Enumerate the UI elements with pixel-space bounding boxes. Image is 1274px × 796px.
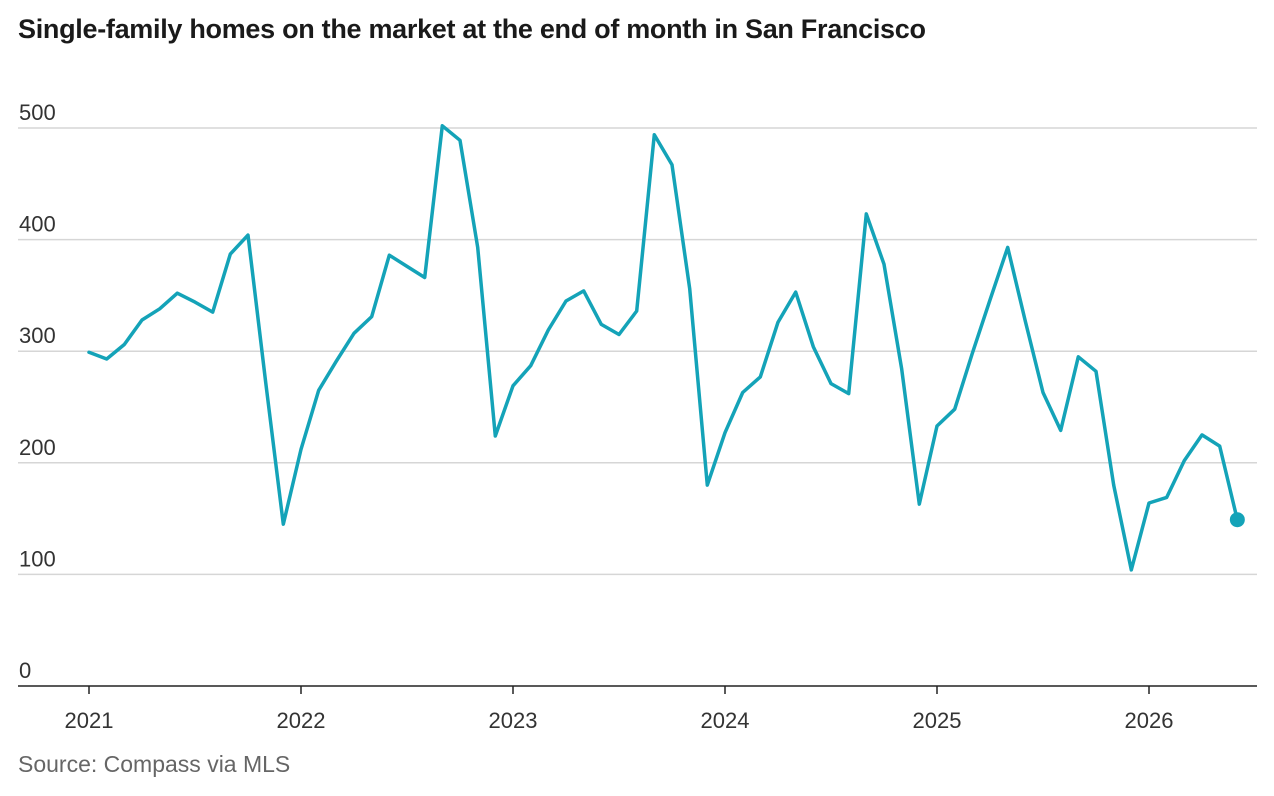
series-line (87, 124, 1240, 572)
x-axis: 2021 2022 2023 2024 2025 2026 (18, 685, 1257, 733)
y-tick-label: 200 (19, 435, 56, 460)
x-tick-label: 2021 (65, 708, 114, 733)
x-tick-label: 2022 (277, 708, 326, 733)
x-tick-label: 2025 (913, 708, 962, 733)
plot-area (87, 124, 1245, 572)
last-point-marker (1229, 512, 1245, 528)
x-tick-label: 2026 (1125, 708, 1174, 733)
y-tick-label: 100 (19, 546, 56, 571)
y-tick-label: 400 (19, 212, 56, 237)
x-tick-label: 2024 (701, 708, 750, 733)
x-tick-label: 2023 (489, 708, 538, 733)
y-tick-label: 500 (19, 100, 56, 125)
y-tick-label: 300 (19, 323, 56, 348)
y-axis-tick-labels: 0 100 200 300 400 500 (19, 100, 56, 683)
y-tick-label: 0 (19, 658, 31, 683)
gridlines (18, 127, 1257, 576)
source-note: Source: Compass via MLS (18, 751, 291, 777)
chart-title: Single-family homes on the market at the… (18, 14, 926, 44)
